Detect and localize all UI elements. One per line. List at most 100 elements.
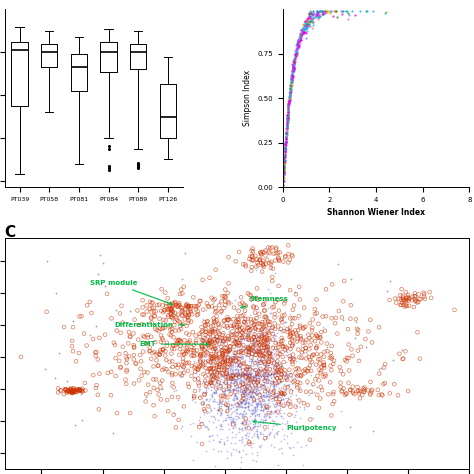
Point — [299, 335, 307, 343]
Point — [221, 335, 229, 343]
Point — [234, 362, 241, 369]
Point — [368, 387, 375, 395]
Point — [259, 375, 266, 383]
Point — [202, 352, 210, 359]
Point — [247, 365, 255, 372]
Point — [298, 29, 306, 37]
Point — [214, 348, 221, 356]
Point — [282, 138, 290, 146]
Point — [227, 369, 235, 377]
Point — [289, 444, 297, 451]
Point — [235, 319, 242, 326]
Point — [284, 99, 292, 107]
Point — [280, 390, 287, 398]
Point — [411, 292, 419, 300]
Point — [99, 259, 107, 267]
Point — [229, 322, 237, 329]
Point — [280, 358, 288, 366]
Point — [233, 330, 240, 338]
Point — [228, 367, 236, 374]
Point — [292, 369, 299, 377]
Point — [67, 387, 74, 395]
Point — [237, 365, 245, 373]
Point — [246, 369, 254, 377]
Point — [228, 376, 235, 383]
Point — [213, 348, 220, 356]
Point — [264, 360, 272, 368]
Point — [221, 374, 229, 382]
Point — [190, 373, 198, 381]
Point — [264, 379, 271, 386]
Point — [288, 410, 296, 418]
Point — [253, 371, 260, 379]
Point — [278, 315, 286, 322]
Point — [270, 434, 278, 441]
Point — [78, 387, 85, 394]
Point — [272, 337, 280, 345]
Point — [260, 391, 267, 399]
Point — [296, 354, 303, 361]
Point — [71, 386, 79, 394]
Point — [146, 389, 154, 396]
Point — [265, 248, 273, 255]
Point — [264, 342, 272, 349]
Point — [220, 353, 228, 360]
Point — [262, 336, 270, 343]
Point — [251, 386, 258, 394]
Point — [258, 402, 266, 410]
Point — [297, 27, 304, 34]
Point — [317, 369, 324, 377]
Point — [139, 348, 147, 356]
Point — [210, 389, 218, 397]
Point — [220, 358, 228, 365]
Point — [263, 336, 271, 344]
Point — [308, 353, 316, 360]
Point — [231, 352, 239, 359]
Point — [217, 377, 224, 385]
Point — [127, 409, 134, 417]
Point — [190, 293, 197, 301]
Point — [246, 255, 253, 263]
Point — [252, 366, 259, 374]
Point — [71, 388, 78, 395]
Point — [234, 388, 241, 395]
Point — [200, 351, 207, 358]
Point — [256, 370, 264, 377]
Point — [259, 381, 267, 388]
Point — [236, 371, 243, 378]
Point — [257, 402, 265, 410]
Point — [201, 339, 209, 347]
Point — [253, 357, 261, 365]
Point — [252, 325, 260, 333]
Point — [317, 395, 324, 402]
Point — [117, 329, 124, 337]
Point — [221, 363, 228, 370]
Point — [262, 404, 269, 412]
Point — [290, 333, 297, 341]
Point — [288, 69, 296, 76]
Point — [245, 340, 253, 347]
Point — [245, 395, 253, 402]
Point — [201, 407, 209, 415]
Point — [213, 361, 220, 369]
Point — [296, 36, 303, 44]
Point — [326, 354, 334, 362]
Point — [268, 348, 275, 356]
Point — [235, 401, 243, 409]
Point — [257, 429, 265, 437]
Point — [280, 168, 287, 176]
Point — [270, 374, 278, 382]
Point — [243, 365, 251, 373]
Point — [288, 74, 295, 82]
Point — [256, 356, 264, 364]
Point — [90, 335, 97, 343]
Point — [251, 357, 259, 365]
Point — [277, 338, 285, 346]
Point — [400, 297, 408, 305]
Point — [224, 405, 232, 412]
Point — [290, 67, 298, 75]
Point — [236, 387, 244, 395]
Point — [183, 322, 191, 330]
Point — [329, 391, 337, 398]
Point — [236, 369, 243, 377]
